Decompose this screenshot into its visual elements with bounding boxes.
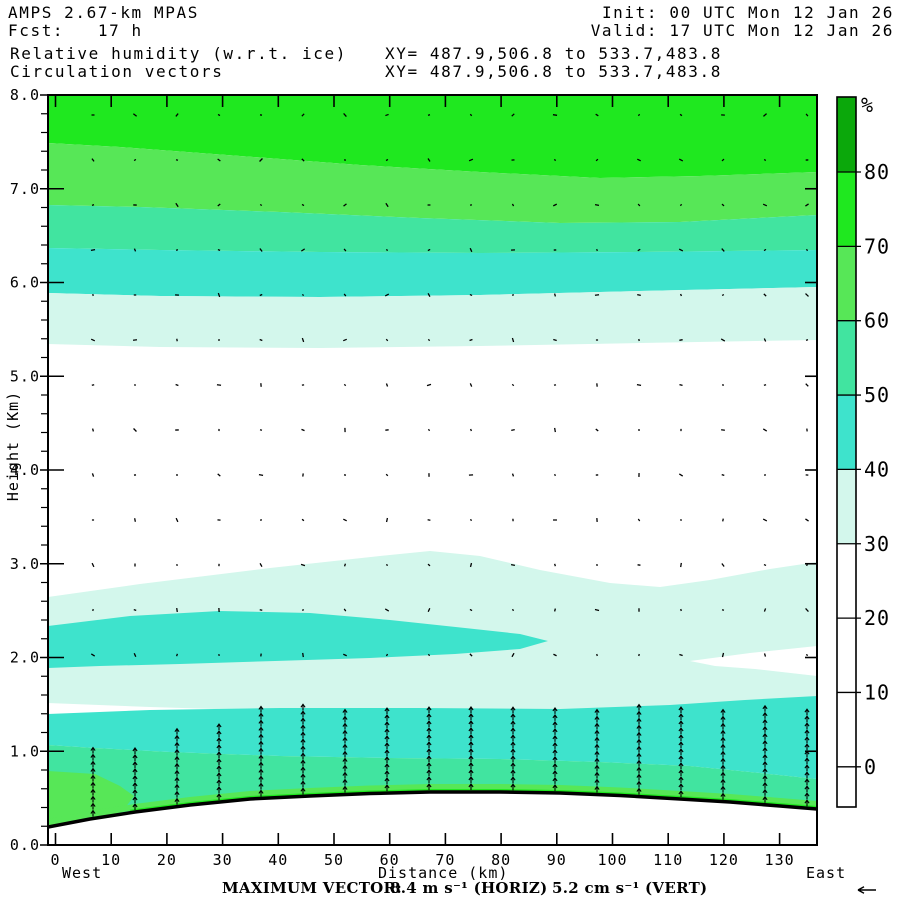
svg-text:30: 30 <box>864 532 890 556</box>
svg-text:6.0: 6.0 <box>10 274 40 292</box>
field-title: Relative humidity (w.r.t. ice) <box>10 44 347 63</box>
max-vector-vert: 5.2 cm s⁻¹ (VERT) <box>552 879 708 897</box>
axis-ticks <box>40 94 817 846</box>
east-label: East <box>806 864 847 882</box>
svg-text:50: 50 <box>324 851 344 869</box>
svg-text:110: 110 <box>653 851 683 869</box>
contour-fill-layer <box>48 95 817 845</box>
svg-text:10: 10 <box>101 851 121 869</box>
svg-text:130: 130 <box>765 851 795 869</box>
svg-text:10: 10 <box>864 680 890 704</box>
svg-text:120: 120 <box>709 851 739 869</box>
svg-text:0: 0 <box>864 755 877 779</box>
svg-text:90: 90 <box>547 851 567 869</box>
svg-text:0: 0 <box>50 851 60 869</box>
svg-text:50: 50 <box>864 383 890 407</box>
colorbar: 80 70 60 50 40 30 20 10 0% <box>836 93 890 808</box>
svg-text:60: 60 <box>380 851 400 869</box>
y-axis-label: Height (Km) <box>4 390 22 502</box>
model-title: AMPS 2.67-km MPAS <box>8 3 199 22</box>
axis-tick-labels: 0 10 20 30 40 50 60 70 80 90 100 110 120 130 8.0 7.0 6.0… <box>10 86 795 869</box>
svg-text:40: 40 <box>864 457 890 481</box>
max-vector-label: MAXIMUM VECTOR: <box>222 879 403 897</box>
svg-text:7.0: 7.0 <box>10 180 40 198</box>
forecast-hour: Fcst: 17 h <box>8 21 143 40</box>
svg-text:0.0: 0.0 <box>10 836 40 854</box>
svg-text:30: 30 <box>213 851 233 869</box>
vector-scale-arrow <box>857 886 876 894</box>
xy-range-1: XY= 487.9,506.8 to 533.7,483.8 <box>385 44 722 63</box>
circulation-vector-layer <box>90 112 810 817</box>
svg-text:3.0: 3.0 <box>10 555 40 573</box>
svg-text:2.0: 2.0 <box>10 649 40 667</box>
svg-text:70: 70 <box>864 234 890 258</box>
svg-text:70: 70 <box>435 851 455 869</box>
west-label: West <box>62 864 103 882</box>
svg-text:80: 80 <box>491 851 511 869</box>
svg-text:4.0: 4.0 <box>10 461 40 479</box>
svg-text:20: 20 <box>157 851 177 869</box>
svg-text:20: 20 <box>864 606 890 630</box>
valid-time: Valid: 17 UTC Mon 12 Jan 26 <box>590 21 894 40</box>
svg-text:%: % <box>861 93 873 117</box>
xy-range-2: XY= 487.9,506.8 to 533.7,483.8 <box>385 62 722 81</box>
max-vector-horiz: 8.4 m s⁻¹ (HORIZ) <box>390 879 548 897</box>
init-time: Init: 00 UTC Mon 12 Jan 26 <box>601 3 894 22</box>
svg-text:5.0: 5.0 <box>10 367 40 385</box>
svg-text:100: 100 <box>597 851 627 869</box>
overlay-title: Circulation vectors <box>10 62 224 81</box>
svg-text:80: 80 <box>864 160 890 184</box>
x-axis-label: Distance (km) <box>378 864 509 882</box>
svg-text:1.0: 1.0 <box>10 742 40 760</box>
svg-text:40: 40 <box>268 851 288 869</box>
svg-text:8.0: 8.0 <box>10 86 40 104</box>
svg-text:60: 60 <box>864 309 890 333</box>
